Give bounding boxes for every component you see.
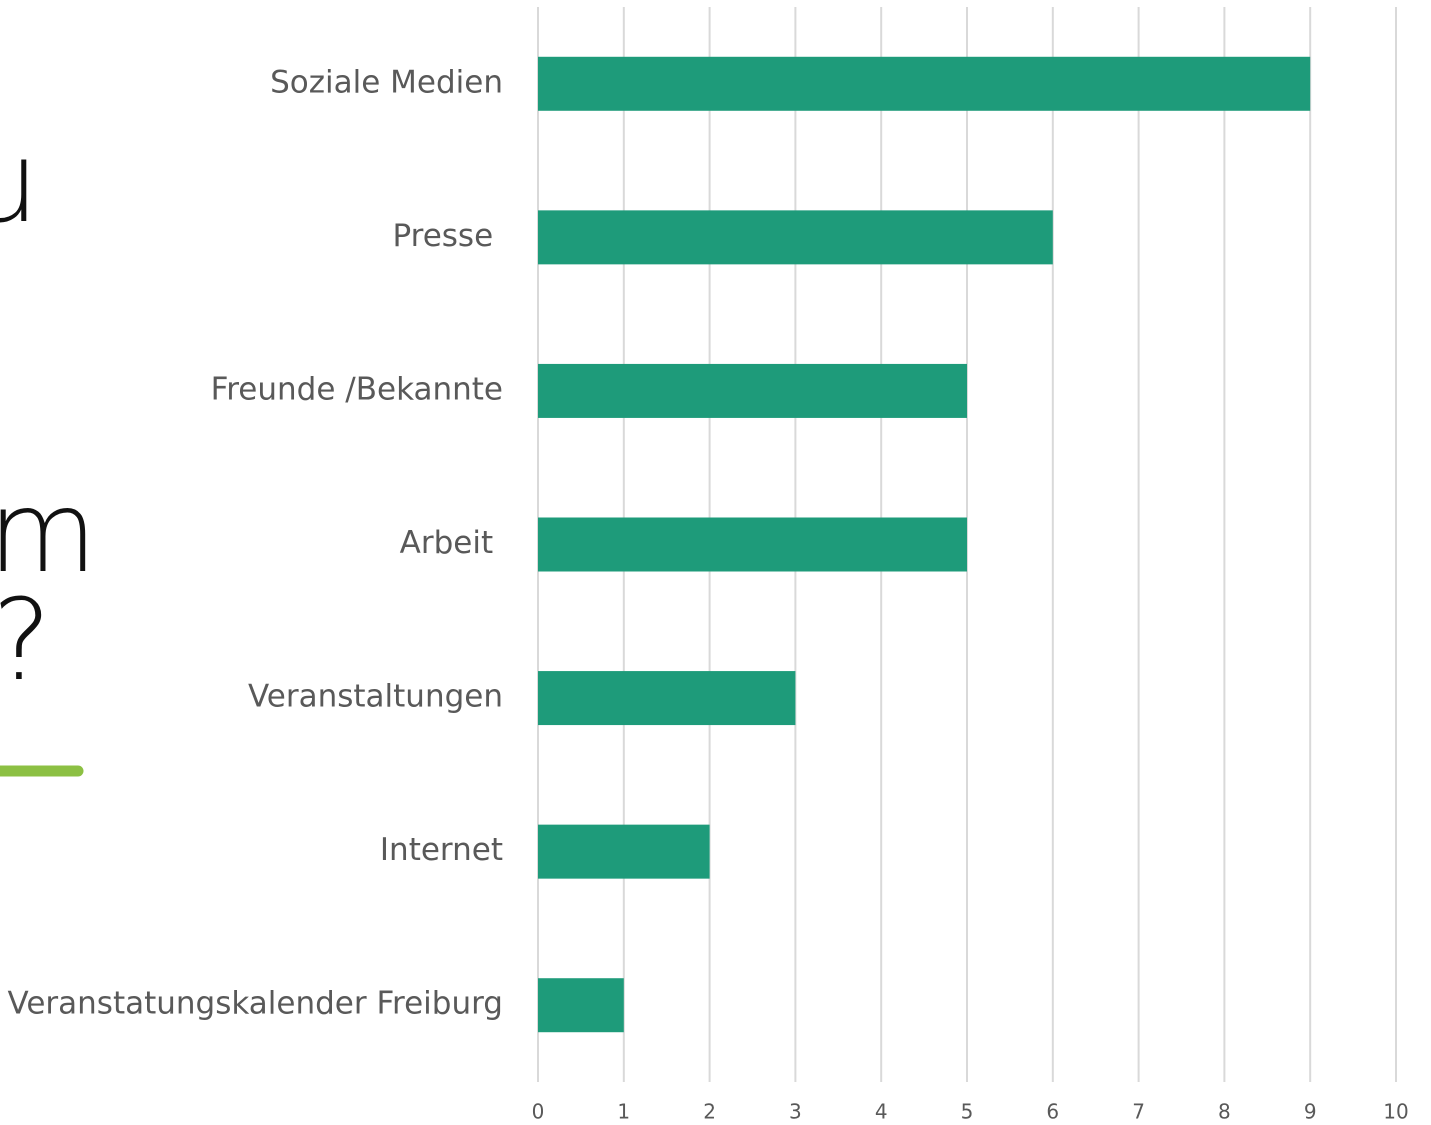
x-tick-label: 2 (703, 1100, 716, 1124)
chart: 0 1 2 3 4 5 6 7 8 9 10 Soziale Medien Presse Freunde… (8, 7, 1409, 1124)
bar (538, 210, 1053, 265)
y-tick-label: Soziale Medien (270, 64, 503, 100)
bar (538, 824, 710, 879)
bar (538, 363, 967, 418)
y-tick-label: Presse (392, 218, 503, 254)
x-tick-label: 7 (1132, 1100, 1145, 1124)
x-tick-label: 4 (875, 1100, 888, 1124)
slide-title-fragment: ? (0, 576, 51, 706)
bar (538, 978, 624, 1033)
y-tick-label: Freunde /Bekannte (211, 371, 503, 407)
x-tick-label: 8 (1218, 1100, 1231, 1124)
x-tick-label: 0 (532, 1100, 545, 1124)
y-tick-label: Internet (380, 832, 503, 868)
bar (538, 56, 1311, 111)
x-tick-label: 10 (1383, 1100, 1408, 1124)
x-tick-label: 9 (1304, 1100, 1317, 1124)
bar (538, 517, 967, 572)
slide-title-fragment: m (0, 468, 97, 598)
x-tick-label: 5 (961, 1100, 974, 1124)
slide-title-fragment: u (0, 118, 39, 248)
x-tick-label: 3 (789, 1100, 802, 1124)
y-tick-label: Arbeit (400, 525, 503, 561)
bar (538, 671, 796, 726)
y-tick-label: Veranstaltungen (248, 679, 503, 715)
x-tick-label: 6 (1046, 1100, 1059, 1124)
y-tick-label: Veranstatungskalender Freiburg (8, 986, 503, 1022)
x-tick-label: 1 (617, 1100, 630, 1124)
